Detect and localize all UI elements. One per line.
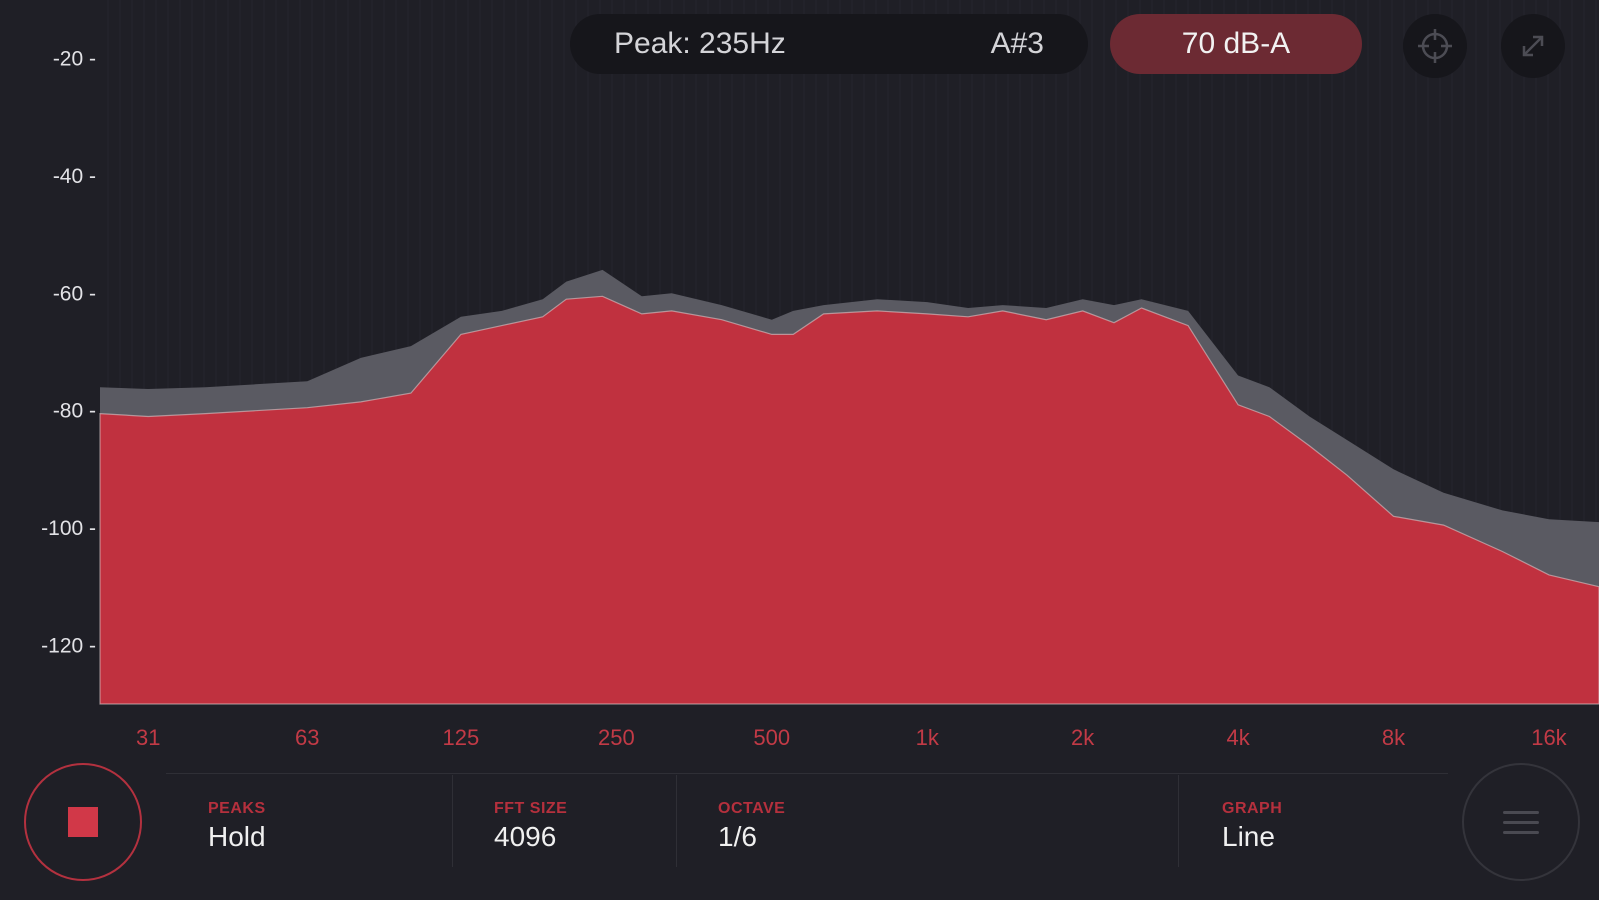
stop-button[interactable] bbox=[24, 763, 142, 881]
y-tick-label: -80 - bbox=[53, 400, 96, 423]
x-tick-label: 16k bbox=[1531, 725, 1567, 750]
x-tick-label: 500 bbox=[753, 725, 790, 750]
x-tick-label: 8k bbox=[1382, 725, 1406, 750]
y-tick-label: -20 - bbox=[53, 48, 96, 71]
peak-note: A#3 bbox=[990, 27, 1044, 60]
crosshair-button[interactable] bbox=[1403, 14, 1467, 78]
x-tick-label: 1k bbox=[916, 725, 940, 750]
peaks-setting[interactable]: PEAKS Hold bbox=[208, 800, 266, 854]
octave-setting[interactable]: OCTAVE 1/6 bbox=[718, 800, 785, 854]
peak-readout: Peak: 235Hz A#3 bbox=[570, 14, 1088, 74]
peaks-value: Hold bbox=[208, 821, 266, 852]
fft-size-label: FFT SIZE bbox=[494, 800, 568, 817]
peaks-label: PEAKS bbox=[208, 800, 266, 817]
y-axis: -20 - -40 - -60 - -80 - -100 - -120 - bbox=[41, 48, 96, 658]
expand-icon bbox=[1522, 35, 1544, 57]
fft-size-value: 4096 bbox=[494, 821, 557, 852]
stop-icon bbox=[68, 807, 98, 837]
y-tick-label: -100 - bbox=[41, 517, 96, 540]
db-level-value: 70 dB-A bbox=[1181, 27, 1291, 60]
x-tick-label: 2k bbox=[1071, 725, 1095, 750]
db-level-button[interactable]: 70 dB-A bbox=[1110, 14, 1362, 74]
x-axis: 31 63 125 250 500 1k 2k 4k 8k 16k bbox=[136, 725, 1568, 750]
settings-separator bbox=[452, 775, 453, 867]
x-tick-label: 125 bbox=[443, 725, 480, 750]
menu-button[interactable] bbox=[1462, 763, 1580, 881]
spectrum-chart: -20 - -40 - -60 - -80 - -100 - -120 - 31 63 125… bbox=[41, 47, 1599, 750]
y-tick-label: -120 - bbox=[41, 634, 96, 657]
settings-separator bbox=[1178, 775, 1179, 867]
x-tick-label: 31 bbox=[136, 725, 160, 750]
menu-icon bbox=[1503, 810, 1539, 834]
fft-size-setting[interactable]: FFT SIZE 4096 bbox=[494, 800, 567, 854]
x-tick-label: 4k bbox=[1226, 725, 1250, 750]
x-tick-label: 250 bbox=[598, 725, 635, 750]
settings-divider bbox=[166, 773, 1448, 774]
octave-label: OCTAVE bbox=[718, 800, 786, 817]
x-tick-label: 63 bbox=[295, 725, 319, 750]
settings-separator bbox=[676, 775, 677, 867]
chart-areas bbox=[99, 269, 1599, 705]
peak-frequency: Peak: 235Hz bbox=[614, 27, 786, 60]
y-tick-label: -40 - bbox=[53, 165, 96, 188]
graph-label: GRAPH bbox=[1222, 800, 1283, 817]
graph-value: Line bbox=[1222, 821, 1275, 852]
y-tick-label: -60 - bbox=[53, 282, 96, 305]
octave-value: 1/6 bbox=[718, 821, 757, 852]
fullscreen-button[interactable] bbox=[1501, 14, 1565, 78]
crosshair-icon bbox=[1418, 29, 1452, 63]
spectrum-area-current bbox=[99, 295, 1599, 705]
graph-setting[interactable]: GRAPH Line bbox=[1222, 800, 1282, 854]
